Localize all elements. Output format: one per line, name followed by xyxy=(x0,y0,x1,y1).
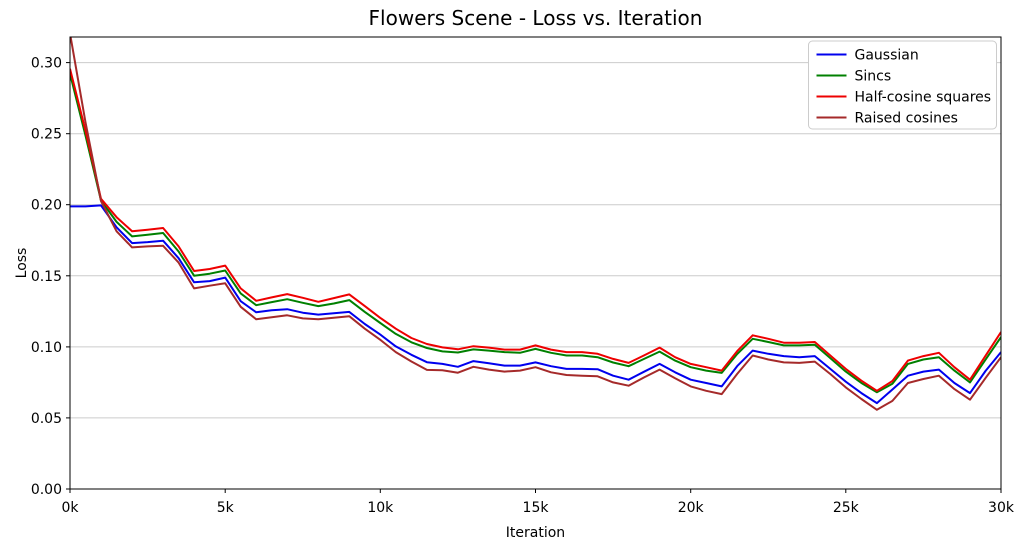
ticks-layer: 0k 5k 10k 15k 20k 25k 30k 0.00 0.05 0.10 0.15 0.20 0… xyxy=(31,56,1015,516)
chart-title: Flowers Scene - Loss vs. Iteration xyxy=(369,6,703,30)
series-line-gaussian xyxy=(70,204,1001,405)
x-tick-label-25k: 25k xyxy=(833,500,860,516)
x-tick-label-0k: 0k xyxy=(61,500,79,516)
legend-label-raised-cosines: Raised cosines xyxy=(855,111,958,127)
y-tick-label-0.05: 0.05 xyxy=(31,411,62,427)
y-tick-label-0.00: 0.00 xyxy=(31,482,62,498)
y-tick-label-0.20: 0.20 xyxy=(31,198,62,214)
y-tick-label-0.30: 0.30 xyxy=(31,56,62,72)
y-axis-label: Loss xyxy=(14,248,30,279)
legend: Gaussian Sincs Half-cosine squares Raised c… xyxy=(808,40,997,130)
x-tick-label-15k: 15k xyxy=(523,500,550,516)
x-tick-label-5k: 5k xyxy=(217,500,235,516)
legend-label-gaussian: Gaussian xyxy=(855,48,919,64)
legend-box xyxy=(808,40,997,130)
legend-label-sincs: Sincs xyxy=(855,69,892,85)
gridlines-layer xyxy=(70,62,1001,419)
x-tick-label-20k: 20k xyxy=(678,500,705,516)
series-line-half-cosine-squares xyxy=(70,68,1001,392)
y-tick-label-0.15: 0.15 xyxy=(31,269,62,285)
y-tick-label-0.25: 0.25 xyxy=(31,127,62,143)
series-line-sincs xyxy=(70,73,1001,394)
y-tick-label-0.10: 0.10 xyxy=(31,340,62,356)
series-layer xyxy=(70,37,1001,411)
x-axis-label: Iteration xyxy=(506,525,565,541)
x-tick-label-10k: 10k xyxy=(367,500,394,516)
series-line-raised-cosines xyxy=(70,37,1001,411)
x-tick-label-30k: 30k xyxy=(988,500,1015,516)
legend-label-half-cosine-squares: Half-cosine squares xyxy=(855,90,992,106)
